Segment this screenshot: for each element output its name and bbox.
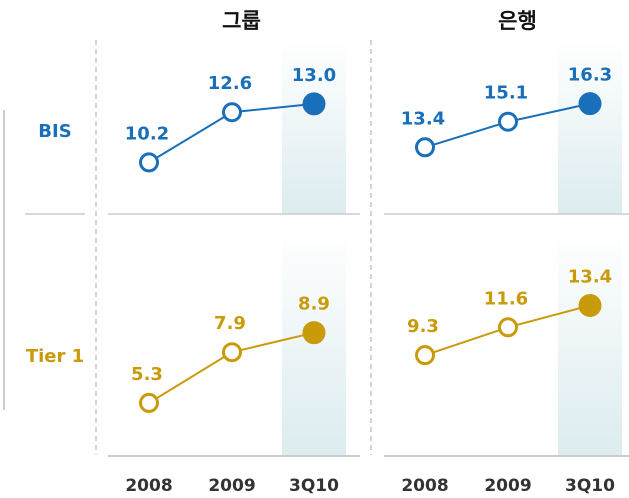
row-label: Tier 1 xyxy=(26,346,84,367)
data-label: 13.0 xyxy=(292,65,336,86)
point xyxy=(498,111,518,132)
data-label: 9.3 xyxy=(407,316,439,337)
x-tick-label: 2008 xyxy=(401,476,448,496)
highlight-band xyxy=(558,40,622,214)
point xyxy=(139,152,159,173)
data-label: 11.6 xyxy=(484,288,528,309)
row-label: BIS xyxy=(38,121,71,142)
data-label: 13.4 xyxy=(568,266,612,287)
x-tick-label: 3Q10 xyxy=(565,476,615,496)
column-title: 그룹 xyxy=(222,9,261,33)
data-label: 7.9 xyxy=(214,313,246,334)
point xyxy=(139,392,159,413)
x-tick-label: 2009 xyxy=(208,476,255,496)
point xyxy=(302,92,326,116)
point xyxy=(415,137,435,158)
data-label: 5.3 xyxy=(131,364,163,385)
point xyxy=(578,92,602,116)
point xyxy=(578,293,602,317)
point xyxy=(302,321,326,345)
data-label: 15.1 xyxy=(484,83,528,104)
x-tick-label: 2009 xyxy=(484,476,531,496)
x-tick-label: 3Q10 xyxy=(289,476,339,496)
data-label: 10.2 xyxy=(125,123,169,144)
point xyxy=(415,345,435,366)
data-label: 16.3 xyxy=(568,65,612,86)
data-label: 12.6 xyxy=(208,73,252,94)
data-label: 13.4 xyxy=(401,108,445,129)
data-label: 8.9 xyxy=(298,294,330,315)
column-title: 은행 xyxy=(498,9,537,33)
point xyxy=(222,342,242,363)
highlight-band xyxy=(558,230,622,455)
point xyxy=(222,102,242,123)
point xyxy=(498,317,518,338)
x-tick-label: 2008 xyxy=(125,476,172,496)
highlight-band xyxy=(282,40,346,214)
